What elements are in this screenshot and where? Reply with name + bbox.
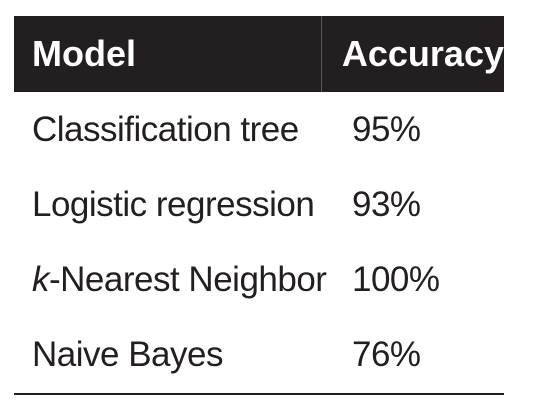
table-row: Logistic regression 93% [14,167,504,242]
table-row: Classification tree 95% [14,92,504,167]
accuracy-cell: 100% [352,259,440,299]
table-header: Model Accuracy [14,16,504,92]
accuracy-cell: 93% [352,184,421,224]
model-name: Logistic regression [32,184,315,224]
header-model: Model [14,16,322,92]
accuracy-table: Model Accuracy Classification tree 95% L… [14,16,504,392]
table-bottom-rule [14,393,504,395]
accuracy-cell: 76% [352,334,421,374]
model-cell: Classification tree [14,92,332,167]
model-cell: Logistic regression [14,167,332,242]
model-cell: k -Nearest Neighbor [14,242,332,317]
header-accuracy: Accuracy [341,33,504,74]
model-name: -Nearest Neighbor [49,259,327,299]
model-prefix: k [32,259,50,299]
model-name: Classification tree [32,109,299,149]
accuracy-cell: 95% [352,109,421,149]
table-row: Naive Bayes 76% [14,317,504,392]
table-row: k -Nearest Neighbor 100% [14,242,504,317]
model-cell: Naive Bayes [14,317,332,392]
model-name: Naive Bayes [32,334,223,374]
